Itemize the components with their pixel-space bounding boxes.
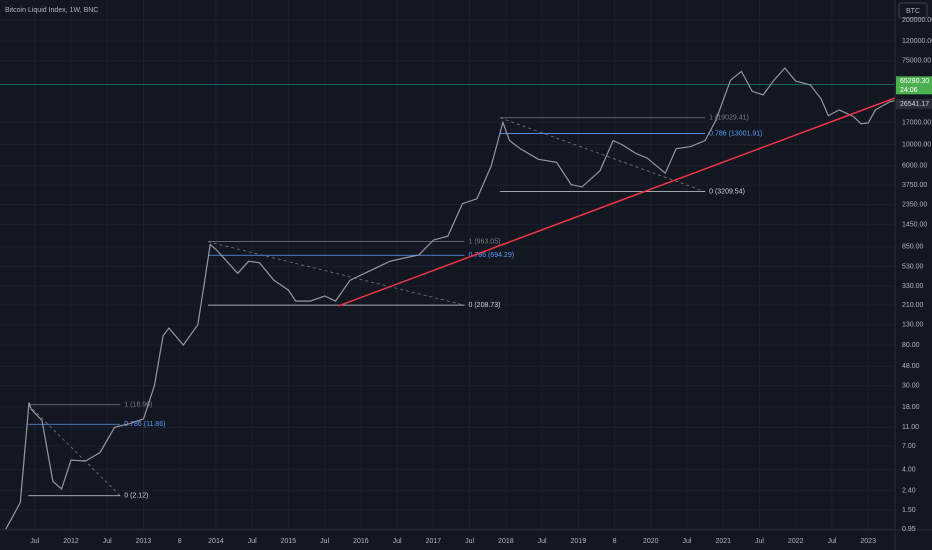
y-tick-label: 210.00 bbox=[902, 302, 924, 309]
x-tick-label: 2019 bbox=[571, 538, 587, 545]
x-tick-label: 2014 bbox=[208, 538, 224, 545]
trendline bbox=[338, 95, 902, 307]
x-tick-label: 2023 bbox=[860, 538, 876, 545]
y-tick-label: 75000.00 bbox=[902, 58, 931, 65]
y-tick-label: 4.00 bbox=[902, 466, 916, 473]
y-tick-label: 330.00 bbox=[902, 283, 924, 290]
y-tick-label: 2.40 bbox=[902, 487, 916, 494]
x-tick-label: Jul bbox=[755, 538, 764, 545]
price-line bbox=[5, 67, 920, 530]
x-tick-label: 2017 bbox=[426, 538, 442, 545]
y-tick-label: 10000.00 bbox=[902, 141, 931, 148]
price-tag-text: 65290.30 bbox=[900, 78, 929, 85]
fib-label: 1 (963.05) bbox=[469, 238, 501, 245]
y-tick-label: 17000.00 bbox=[902, 119, 931, 126]
x-tick-label: Jul bbox=[320, 538, 329, 545]
y-tick-label: 18.00 bbox=[902, 404, 920, 411]
fib-diagonal bbox=[207, 241, 465, 306]
symbol-button[interactable] bbox=[898, 2, 928, 19]
fib-label: 0 (208.73) bbox=[469, 302, 501, 309]
fib-diagonal bbox=[499, 117, 706, 193]
x-tick-label: 8 bbox=[613, 538, 617, 545]
x-tick-label: 2015 bbox=[281, 538, 297, 545]
y-tick-label: 80.00 bbox=[902, 342, 920, 349]
x-tick-label: 2012 bbox=[63, 538, 79, 545]
x-tick-label: Jul bbox=[538, 538, 547, 545]
x-tick-label: Jul bbox=[465, 538, 474, 545]
y-tick-label: 2350.00 bbox=[902, 201, 927, 208]
fib-label: 0.786 (11.86) bbox=[124, 421, 165, 428]
price-tag-text: 24:06 bbox=[900, 87, 918, 94]
y-tick-label: 3750.00 bbox=[902, 182, 927, 189]
y-tick-label: 120000.00 bbox=[902, 38, 932, 45]
x-tick-label: 2018 bbox=[498, 538, 514, 545]
fib-label: 0.786 (13001.91) bbox=[709, 130, 762, 137]
y-tick-label: 30.00 bbox=[902, 383, 920, 390]
fib-label: 0 (3209.54) bbox=[709, 189, 745, 196]
x-tick-label: Jul bbox=[827, 538, 836, 545]
x-tick-label: Jul bbox=[393, 538, 402, 545]
fib-label: 1 (19029.41) bbox=[709, 115, 749, 122]
y-tick-label: 200000.00 bbox=[902, 17, 932, 24]
last-price-label: 26541.17 bbox=[900, 101, 929, 108]
x-tick-label: 2021 bbox=[715, 538, 731, 545]
x-tick-label: Jul bbox=[683, 538, 692, 545]
y-tick-label: 1450.00 bbox=[902, 222, 927, 229]
x-tick-label: Jul bbox=[248, 538, 257, 545]
x-tick-label: 2022 bbox=[788, 538, 804, 545]
x-tick-label: Jul bbox=[30, 538, 39, 545]
y-tick-label: 11.00 bbox=[902, 424, 919, 431]
fib-label: 0.786 (694.29) bbox=[469, 252, 515, 259]
fib-label: 0 (2.12) bbox=[124, 493, 148, 500]
y-tick-label: 48.00 bbox=[902, 363, 920, 370]
fib-label: 1 (18.96) bbox=[124, 402, 152, 409]
y-tick-label: 130.00 bbox=[902, 322, 924, 329]
y-tick-label: 1.50 bbox=[902, 507, 916, 514]
x-tick-label: 8 bbox=[178, 538, 182, 545]
y-tick-label: 7.00 bbox=[902, 443, 916, 450]
x-tick-label: 2020 bbox=[643, 538, 659, 545]
last-price-box bbox=[896, 98, 932, 109]
y-tick-label: 850.00 bbox=[902, 244, 924, 251]
y-tick-label: 0.95 bbox=[902, 526, 916, 533]
y-tick-label: 530.00 bbox=[902, 263, 924, 270]
x-tick-label: 2013 bbox=[136, 538, 152, 545]
y-tick-label: 6000.00 bbox=[902, 163, 927, 170]
price-tag-box bbox=[896, 76, 932, 95]
chart-title: Bitcoin Liquid Index, 1W, BNC bbox=[5, 7, 98, 14]
x-tick-label: 2016 bbox=[353, 538, 369, 545]
x-tick-label: Jul bbox=[103, 538, 112, 545]
symbol-label[interactable]: BTC bbox=[906, 8, 920, 15]
